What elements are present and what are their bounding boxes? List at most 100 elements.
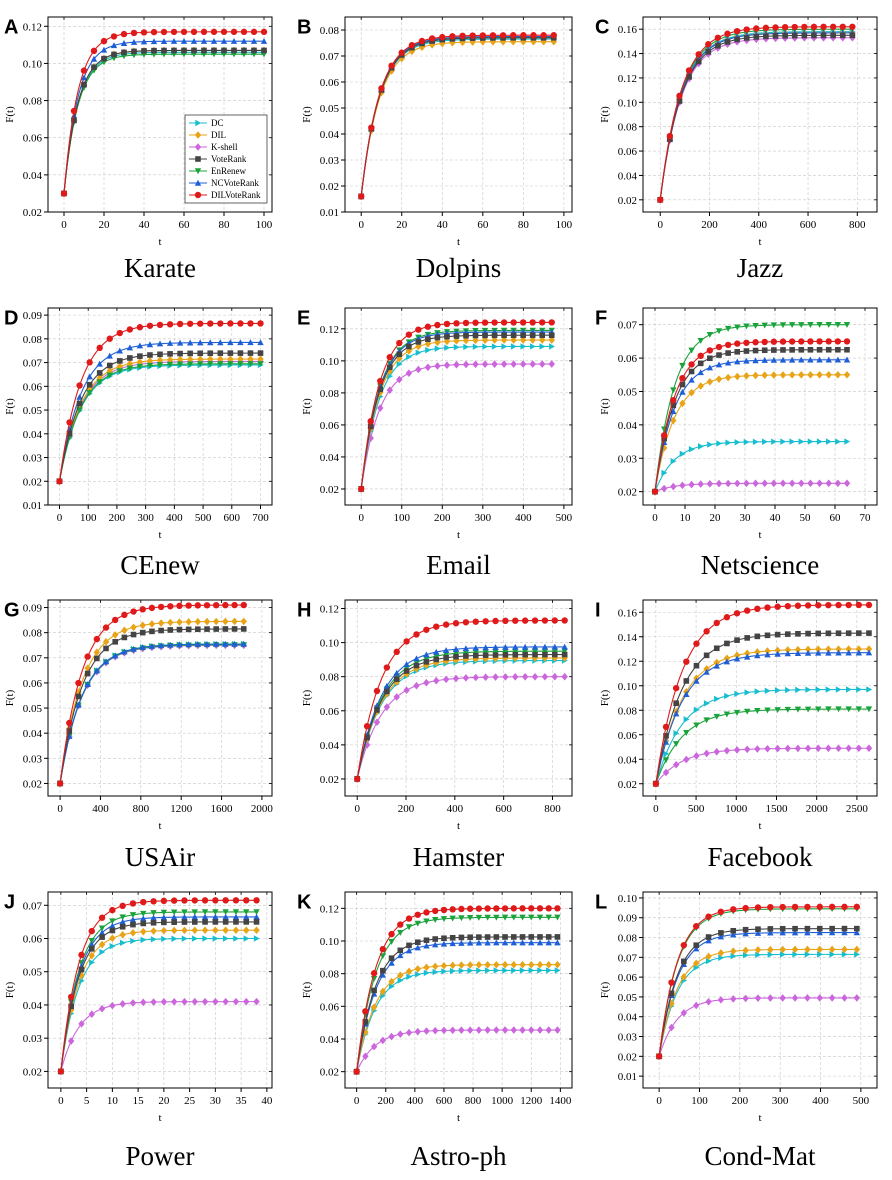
data-point (181, 919, 188, 925)
data-point (139, 621, 146, 630)
series-line (658, 997, 857, 1057)
data-point (798, 338, 805, 345)
data-point (680, 973, 688, 981)
data-point (484, 1026, 491, 1034)
data-point (88, 927, 95, 935)
data-point (764, 744, 771, 753)
panel-letter: H (297, 600, 311, 622)
data-point (545, 905, 552, 912)
data-point (167, 641, 174, 648)
data-point (866, 630, 872, 636)
series-line (659, 28, 853, 200)
data-point (379, 971, 387, 978)
data-point (403, 638, 410, 645)
data-point (127, 355, 133, 361)
data-point (680, 941, 688, 949)
data-point (520, 32, 527, 39)
data-point (433, 648, 440, 655)
series-ncvoterank (56, 640, 247, 787)
data-point (804, 951, 811, 958)
data-point (688, 361, 695, 368)
data-point (453, 333, 460, 339)
data-point (137, 353, 143, 359)
data-point (120, 40, 128, 46)
series-group (56, 320, 264, 486)
series-voterank (652, 346, 850, 495)
data-point (500, 319, 508, 326)
data-point (449, 934, 456, 941)
data-point (99, 948, 106, 956)
data-point (479, 32, 487, 39)
data-point (130, 631, 137, 638)
data-point (80, 67, 88, 74)
data-point (774, 646, 781, 655)
series-group (358, 32, 557, 201)
series-line (654, 359, 847, 492)
data-point (440, 916, 448, 923)
data-point (119, 1000, 126, 1008)
data-point (237, 355, 244, 363)
x-tick-label: 1200 (170, 803, 193, 815)
data-point (476, 934, 482, 940)
axis-ticks: 0 200 400 600 8000.020.040.060.080.100.120.1… (618, 17, 877, 231)
axis-ticks: 0 20 40 60 80 1000.010.020.030.040.050.060.07… (320, 17, 573, 231)
data-point (767, 926, 774, 932)
data-point (84, 681, 91, 687)
data-point (673, 730, 680, 737)
x-axis-label: t (758, 820, 761, 832)
y-tick-label: 0.05 (23, 405, 43, 417)
data-point (140, 898, 147, 906)
series-dilvoterank (655, 903, 861, 1060)
data-point (253, 897, 260, 904)
data-point (150, 998, 157, 1006)
data-point (222, 919, 229, 925)
data-point (484, 967, 491, 974)
data-point (743, 653, 751, 660)
data-point (510, 934, 517, 940)
data-point (136, 358, 144, 366)
data-point (207, 339, 214, 346)
data-point (482, 654, 489, 663)
data-point (181, 47, 187, 54)
data-point (106, 352, 113, 359)
data-point (713, 713, 720, 720)
data-point (440, 961, 448, 970)
x-tick-label: 30 (740, 512, 752, 524)
data-point (520, 332, 526, 339)
data-point (791, 903, 799, 911)
data-point (467, 967, 474, 974)
data-point (540, 32, 547, 39)
data-point (170, 28, 178, 36)
data-point (843, 338, 851, 345)
data-point (493, 934, 500, 940)
data-point (170, 926, 178, 935)
data-point (688, 388, 695, 397)
data-point (466, 1026, 474, 1034)
data-point (396, 375, 403, 384)
data-point (734, 349, 741, 355)
data-point (201, 897, 209, 904)
data-point (829, 23, 837, 30)
x-tick-label: 500 (195, 512, 212, 524)
series-line (356, 936, 558, 1072)
data-point (181, 897, 188, 904)
data-point (697, 382, 704, 390)
series-voterank (57, 626, 247, 787)
x-tick-label: 60 (477, 219, 489, 231)
data-point (140, 38, 148, 45)
data-point (413, 681, 420, 690)
x-tick-label: 40 (770, 512, 782, 524)
data-point (491, 336, 498, 344)
gridlines (345, 600, 572, 796)
data-point (703, 668, 710, 675)
data-point (109, 1001, 116, 1010)
data-point (865, 744, 873, 753)
series-line (360, 35, 554, 197)
data-point (717, 996, 725, 1004)
data-point (521, 673, 529, 681)
data-point (76, 382, 83, 389)
data-point (204, 626, 210, 632)
data-point (423, 937, 430, 944)
